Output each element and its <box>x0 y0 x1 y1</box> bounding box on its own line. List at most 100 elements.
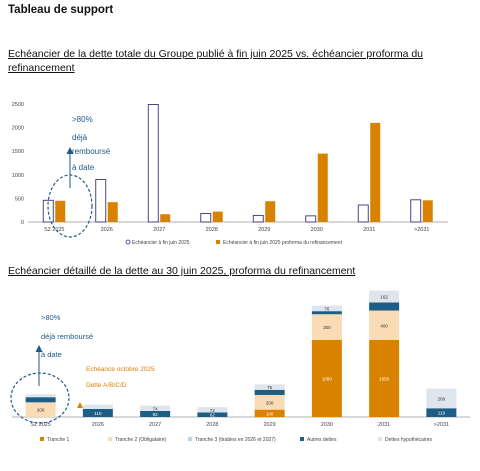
c1-ytick-label: 500 <box>15 196 24 202</box>
c2-annotation-ellipse <box>10 372 70 424</box>
c2-bar-segment <box>311 305 342 312</box>
chart1-svg: 0 500 1000 1500 2000 2500 S2 2025 2026 2027 2028 2… <box>12 102 448 246</box>
c1-bar-publie <box>95 179 107 223</box>
c2-bar-segment <box>140 405 171 411</box>
c1-bar-proforma <box>422 200 433 222</box>
c1-bar-proforma <box>55 200 66 222</box>
c2-bar-segment <box>369 310 400 340</box>
c2-legend-swatch <box>188 437 192 441</box>
c2-data-label: 200 <box>266 400 274 405</box>
c2-data-label: 119 <box>438 411 446 416</box>
c1-bar-proforma <box>160 214 171 222</box>
c2-legend-swatch <box>108 437 112 441</box>
c2-legend-label: Tranche 3 (tirables en 2026 et 2027) <box>195 437 276 443</box>
c2-legend-label: Tranche 2 (Obligataire) <box>115 437 167 443</box>
c2-annotation-text: déjà remboursé <box>41 332 93 341</box>
c2-xtick-label: 2028 <box>206 422 218 428</box>
c2-bar-segment <box>197 407 228 413</box>
c2-bar-segment <box>426 408 457 417</box>
c2-data-label: 269 <box>438 396 446 401</box>
chart2-title: Echéancier détaillé de la dette au 30 ju… <box>8 265 356 277</box>
c2-annotation-text: Echéance octobre 2025 <box>86 366 155 373</box>
c1-annotation-text: >80% <box>72 115 93 124</box>
c1-xtick-label: >2031 <box>414 227 429 233</box>
c2-data-label: 100 <box>266 411 274 416</box>
c2-annotation-marker <box>77 402 83 408</box>
c2-bar-segment <box>369 290 400 303</box>
c1-xtick-label: 2026 <box>101 227 113 233</box>
c2-xtick-label: 2029 <box>264 422 276 428</box>
c2-legend-swatch <box>300 437 304 441</box>
c2-legend-swatch <box>378 437 382 441</box>
c2-legend-swatch <box>40 437 44 441</box>
c2-bar-segment <box>25 394 56 398</box>
c1-bar-proforma <box>107 202 118 222</box>
c1-ytick-label: 2000 <box>12 126 24 132</box>
c2-bar-segment <box>82 404 113 409</box>
c2-bar-segment <box>254 389 285 395</box>
c2-annotation-text: >80% <box>41 313 61 322</box>
c2-legend-label: Tranche 1 <box>47 437 70 443</box>
c2-bar-segment <box>25 402 56 417</box>
c2-data-label: 200 <box>37 408 45 413</box>
c1-xtick-label: S2 2025 <box>44 227 65 233</box>
c1-annotation-text: remboursé <box>72 147 111 156</box>
c1-xtick-label: 2029 <box>258 227 270 233</box>
c1-ytick-label: 1000 <box>12 173 24 179</box>
c2-xtick-label: 2027 <box>149 422 161 428</box>
c2-annotation-arrowhead <box>35 345 43 352</box>
c1-xtick-label: 2028 <box>206 227 218 233</box>
c2-bar-segment <box>311 314 342 340</box>
c1-annotation-text: déjà <box>72 133 88 142</box>
c2-data-label: 82 <box>153 412 159 417</box>
c2-bar-segment <box>254 394 285 410</box>
c2-bar-segment <box>254 384 285 390</box>
c2-data-label: 400 <box>380 323 388 328</box>
c2-data-label: 75 <box>267 385 273 390</box>
c2-data-label: 62 <box>210 413 216 418</box>
c1-bar-publie <box>305 215 317 223</box>
c1-legend-swatch-publie <box>125 239 131 245</box>
c2-bar-segment <box>25 397 56 403</box>
page-title: Tableau de support <box>8 4 114 16</box>
c2-bar-segment <box>369 339 400 417</box>
c1-ytick-label: 1500 <box>12 149 24 155</box>
chart1-title: Echéancier de la dette totale du Groupe … <box>8 48 424 74</box>
c2-xtick-label: 2030 <box>321 422 333 428</box>
c2-bar-segment <box>254 409 285 417</box>
c2-data-label: 74 <box>153 406 159 411</box>
c1-xtick-label: 2027 <box>153 227 165 233</box>
c1-bar-proforma <box>370 122 381 222</box>
c1-bar-publie <box>410 199 422 223</box>
c1-bar-publie <box>200 213 212 223</box>
c2-legend-label: Autres dettes <box>307 437 337 443</box>
c1-bar-publie <box>147 104 159 223</box>
c1-legend-label-proforma: Echéancier à fin juin 2025 proforma du r… <box>223 240 343 246</box>
c1-ytick-label: 2500 <box>12 102 24 108</box>
c2-xtick-label: 2031 <box>378 422 390 428</box>
c2-bar-segment <box>82 408 113 417</box>
c1-xtick-label: 2030 <box>311 227 323 233</box>
c1-annotation-arrowhead <box>66 147 74 154</box>
c2-xtick-label: 2026 <box>92 422 104 428</box>
c2-legend-label: Dettes hypothécaires <box>385 437 432 443</box>
c2-bar-segment <box>311 311 342 315</box>
c2-data-label: 1050 <box>379 376 390 381</box>
c2-data-label: 350 <box>323 325 331 330</box>
c2-data-label: 110 <box>94 411 102 416</box>
c2-data-label: 1050 <box>322 376 333 381</box>
c2-data-label: 162 <box>380 295 388 300</box>
c2-bar-segment <box>426 388 457 409</box>
c1-bar-publie <box>42 199 54 223</box>
c2-data-label: 76 <box>324 306 330 311</box>
c1-ytick-label: 0 <box>21 220 24 226</box>
c1-legend-swatch-proforma <box>216 240 220 244</box>
c2-bar-segment <box>140 410 171 417</box>
c2-bar-segment <box>197 412 228 417</box>
c2-annotation-text: à date <box>41 350 62 359</box>
c2-bar-segment <box>311 339 342 417</box>
c2-data-label: 72 <box>210 408 216 413</box>
c1-legend-label-publie: Echéancier à fin juin 2025 <box>132 240 190 246</box>
c2-xtick-label: >2031 <box>434 422 449 428</box>
